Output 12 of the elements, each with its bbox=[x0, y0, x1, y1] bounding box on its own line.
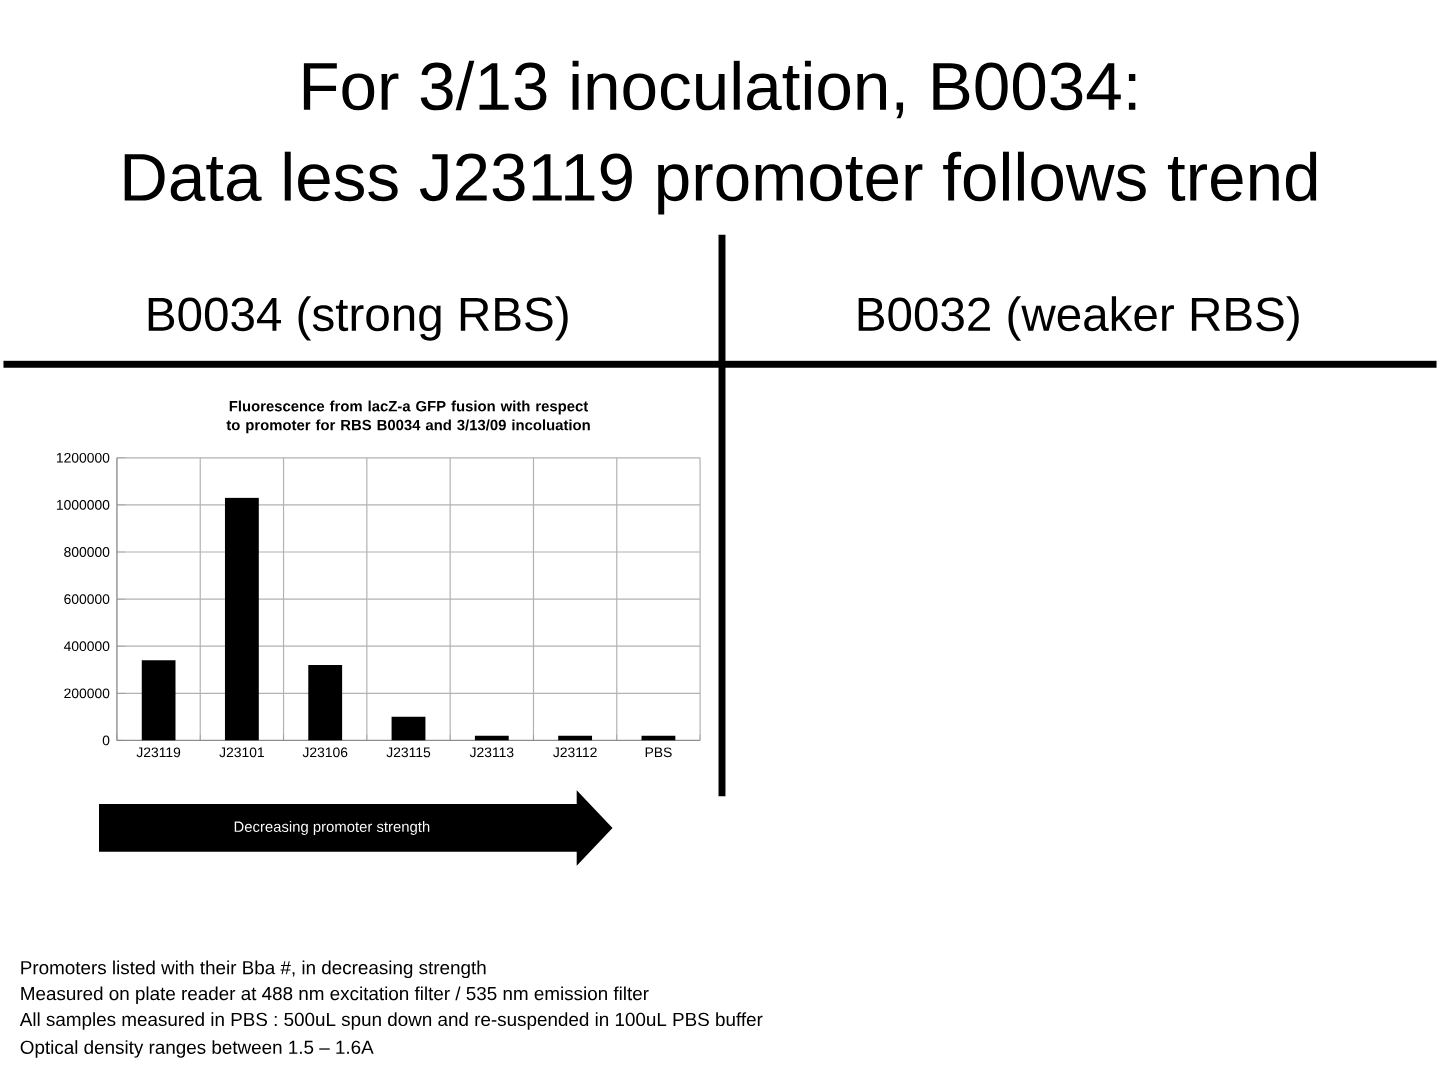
text: B0034 (strong RBS) bbox=[148, 295, 568, 341]
text: B0032 (weaker RBS) bbox=[858, 295, 1299, 341]
bar bbox=[141, 659, 176, 741]
text: For 3/13 inoculation, B0034: bbox=[303, 60, 1136, 118]
bar bbox=[308, 664, 343, 741]
text: Promoters listed with their Bba #, in decreasing strength bbox=[21, 960, 486, 978]
text: Optical density ranges between 1.5 – 1.6A bbox=[20, 1039, 374, 1058]
text: All samples measured in PBS : 500uL spun down and re-suspended in 100uL PBS buffer bbox=[19, 1011, 763, 1030]
bar bbox=[391, 716, 426, 741]
text: Measured on plate reader at 488 nm excitation filter / 535 nm emission filter bbox=[21, 986, 649, 1004]
bar bbox=[224, 497, 259, 741]
text: Data less J23119 promoter follows trend bbox=[124, 151, 1317, 215]
